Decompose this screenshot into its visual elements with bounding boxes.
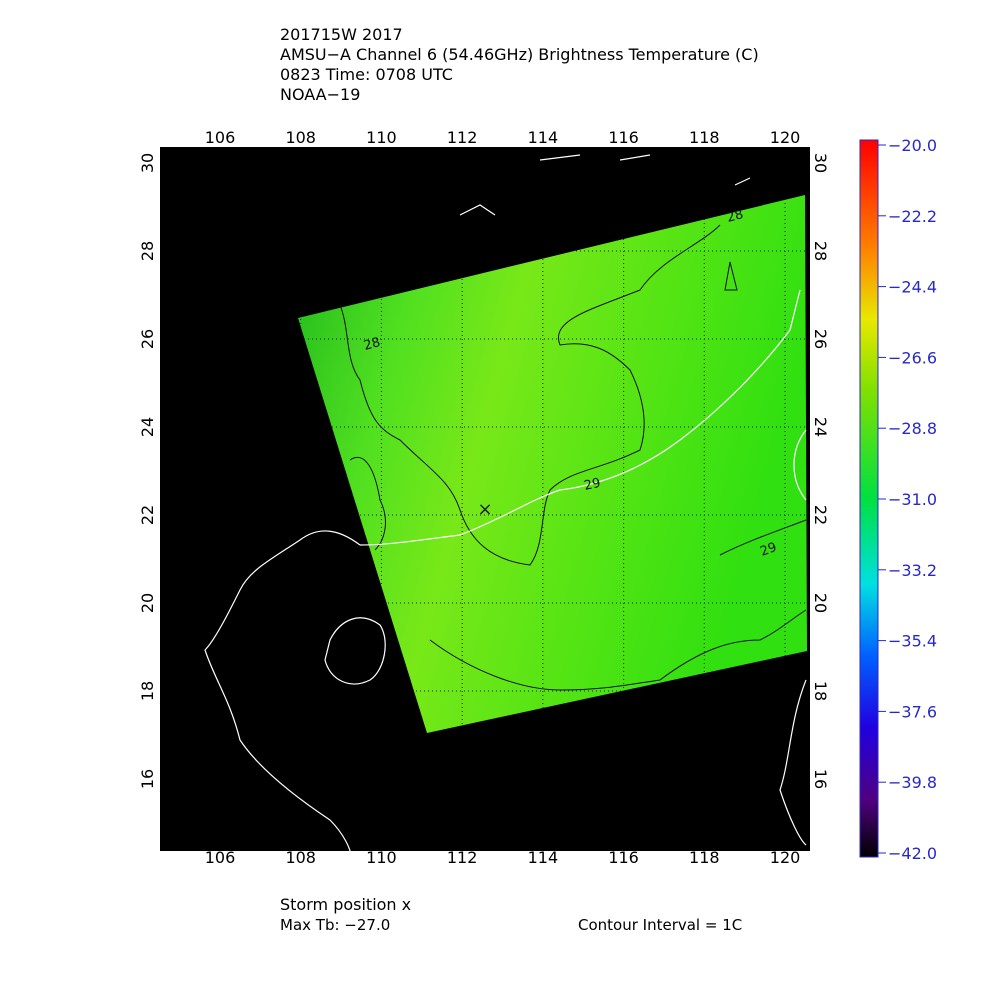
lat-label-left: 22 <box>138 505 157 525</box>
axes: 106 106 108 108 110 110 112 112 114 114 116 116 118 1… <box>138 128 830 867</box>
storm-marker: × <box>477 499 492 520</box>
header-line: AMSU−A Channel 6 (54.46GHz) Brightness T… <box>280 45 759 64</box>
colorbar-label: −31.0 <box>888 490 937 509</box>
contours <box>339 224 807 691</box>
lon-label-top: 108 <box>285 128 316 147</box>
lat-label-left: 16 <box>138 769 157 789</box>
colorbar <box>859 139 879 858</box>
coastline <box>204 154 807 852</box>
contour-label: 29 <box>758 540 779 560</box>
colorbar-label: −28.8 <box>888 419 937 438</box>
header-line: 201715W 2017 <box>280 25 403 44</box>
lon-label-bottom: 118 <box>689 848 720 867</box>
colorbar-labels: −20.0 −22.2 −24.4 −26.6 −28.8 −31.0 −33.2 −35.4… <box>878 136 937 863</box>
header-line: 0823 Time: 0708 UTC <box>280 65 453 84</box>
contour-label: 28 <box>725 207 745 226</box>
lon-label-bottom: 110 <box>366 848 397 867</box>
swath <box>298 195 807 733</box>
contour-label: 29 <box>583 476 602 494</box>
lon-label-bottom: 106 <box>205 848 236 867</box>
lat-label-left: 20 <box>138 593 157 613</box>
lon-label-top: 114 <box>528 128 559 147</box>
lat-label-right: 20 <box>811 593 830 613</box>
lat-label-left: 26 <box>138 329 157 349</box>
lat-label-left: 30 <box>138 153 157 173</box>
storm-label: Storm position x <box>280 895 411 914</box>
colorbar-label: −24.4 <box>888 278 937 297</box>
contour-interval: Contour Interval = 1C <box>578 916 742 934</box>
lat-label-left: 28 <box>138 241 157 261</box>
colorbar-label: −37.6 <box>888 702 937 721</box>
lon-label-bottom: 120 <box>770 848 801 867</box>
lat-label-right: 22 <box>811 505 830 525</box>
max-tb: Max Tb: −27.0 <box>280 916 390 934</box>
colorbar-label: −26.6 <box>888 348 937 367</box>
lat-label-left: 18 <box>138 681 157 701</box>
lon-label-top: 120 <box>770 128 801 147</box>
lat-label-right: 26 <box>811 329 830 349</box>
lat-label-right: 16 <box>811 769 830 789</box>
colorbar-label: −42.0 <box>888 844 937 863</box>
colorbar-label: −35.4 <box>888 632 937 651</box>
colorbar-label: −22.2 <box>888 207 937 226</box>
lon-label-top: 110 <box>366 128 397 147</box>
lon-label-bottom: 116 <box>608 848 639 867</box>
colorbar-label: −33.2 <box>888 561 937 580</box>
lon-label-bottom: 112 <box>447 848 478 867</box>
contour-labels: 28 28 29 29 <box>362 207 779 560</box>
lat-label-right: 30 <box>811 153 830 173</box>
lon-label-bottom: 114 <box>528 848 559 867</box>
lon-label-top: 118 <box>689 128 720 147</box>
lon-label-top: 116 <box>608 128 639 147</box>
lon-label-bottom: 108 <box>285 848 316 867</box>
header-line: NOAA−19 <box>280 85 360 104</box>
contour-label: 28 <box>362 335 382 354</box>
colorbar-label: −39.8 <box>888 773 937 792</box>
lat-label-left: 24 <box>138 417 157 437</box>
lon-label-top: 106 <box>205 128 236 147</box>
lon-label-top: 112 <box>447 128 478 147</box>
lat-label-right: 18 <box>811 681 830 701</box>
lat-label-right: 28 <box>811 241 830 261</box>
colorbar-label: −20.0 <box>888 136 937 155</box>
lat-label-right: 24 <box>811 417 830 437</box>
